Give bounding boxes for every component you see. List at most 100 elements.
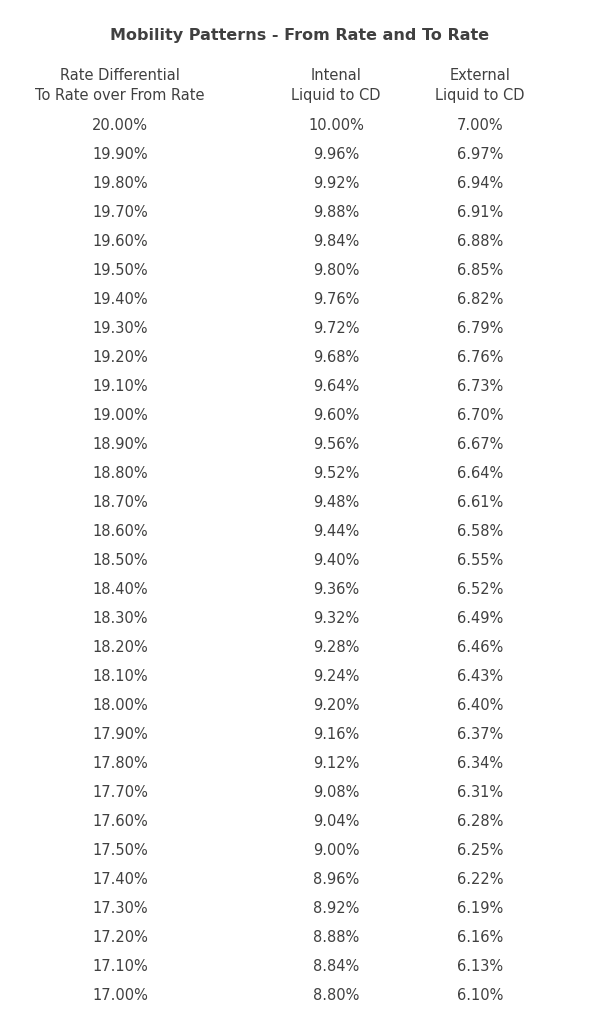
Text: 9.52%: 9.52% (313, 466, 359, 481)
Text: 6.88%: 6.88% (457, 234, 503, 249)
Text: 19.40%: 19.40% (92, 292, 148, 307)
Text: 6.49%: 6.49% (457, 611, 503, 626)
Text: 9.64%: 9.64% (313, 379, 359, 394)
Text: 9.48%: 9.48% (313, 495, 359, 510)
Text: 18.50%: 18.50% (92, 553, 148, 568)
Text: 9.76%: 9.76% (313, 292, 359, 307)
Text: 18.20%: 18.20% (92, 640, 148, 655)
Text: 17.30%: 17.30% (92, 901, 148, 916)
Text: 6.40%: 6.40% (457, 698, 503, 713)
Text: 6.25%: 6.25% (457, 843, 503, 858)
Text: Liquid to CD: Liquid to CD (291, 88, 381, 103)
Text: 6.85%: 6.85% (457, 263, 503, 278)
Text: 18.60%: 18.60% (92, 524, 148, 539)
Text: 9.20%: 9.20% (313, 698, 359, 713)
Text: 6.55%: 6.55% (457, 553, 503, 568)
Text: 6.22%: 6.22% (457, 872, 503, 887)
Text: 17.50%: 17.50% (92, 843, 148, 858)
Text: 9.68%: 9.68% (313, 350, 359, 365)
Text: 6.28%: 6.28% (457, 814, 503, 829)
Text: 6.97%: 6.97% (457, 147, 503, 162)
Text: 6.10%: 6.10% (457, 988, 503, 1002)
Text: 6.52%: 6.52% (457, 582, 503, 597)
Text: 19.60%: 19.60% (92, 234, 148, 249)
Text: 18.40%: 18.40% (92, 582, 148, 597)
Text: 17.20%: 17.20% (92, 930, 148, 945)
Text: To Rate over From Rate: To Rate over From Rate (35, 88, 205, 103)
Text: 17.00%: 17.00% (92, 988, 148, 1002)
Text: 6.79%: 6.79% (457, 321, 503, 336)
Text: 9.44%: 9.44% (313, 524, 359, 539)
Text: 6.64%: 6.64% (457, 466, 503, 481)
Text: 8.96%: 8.96% (313, 872, 359, 887)
Text: 10.00%: 10.00% (308, 118, 364, 133)
Text: 17.60%: 17.60% (92, 814, 148, 829)
Text: 18.10%: 18.10% (92, 669, 148, 684)
Text: External: External (449, 68, 511, 83)
Text: 9.32%: 9.32% (313, 611, 359, 626)
Text: Mobility Patterns - From Rate and To Rate: Mobility Patterns - From Rate and To Rat… (110, 28, 490, 43)
Text: Rate Differential: Rate Differential (60, 68, 180, 83)
Text: 19.90%: 19.90% (92, 147, 148, 162)
Text: 18.00%: 18.00% (92, 698, 148, 713)
Text: 8.88%: 8.88% (313, 930, 359, 945)
Text: 6.34%: 6.34% (457, 756, 503, 771)
Text: 9.88%: 9.88% (313, 205, 359, 220)
Text: 9.04%: 9.04% (313, 814, 359, 829)
Text: 18.30%: 18.30% (92, 611, 148, 626)
Text: 9.96%: 9.96% (313, 147, 359, 162)
Text: 6.16%: 6.16% (457, 930, 503, 945)
Text: 9.84%: 9.84% (313, 234, 359, 249)
Text: 6.13%: 6.13% (457, 959, 503, 974)
Text: 8.92%: 8.92% (313, 901, 359, 916)
Text: 17.40%: 17.40% (92, 872, 148, 887)
Text: 7.00%: 7.00% (457, 118, 503, 133)
Text: 9.28%: 9.28% (313, 640, 359, 655)
Text: 8.84%: 8.84% (313, 959, 359, 974)
Text: 18.90%: 18.90% (92, 437, 148, 452)
Text: 6.76%: 6.76% (457, 350, 503, 365)
Text: 6.82%: 6.82% (457, 292, 503, 307)
Text: 19.50%: 19.50% (92, 263, 148, 278)
Text: Liquid to CD: Liquid to CD (435, 88, 525, 103)
Text: 6.91%: 6.91% (457, 205, 503, 220)
Text: 9.40%: 9.40% (313, 553, 359, 568)
Text: 6.19%: 6.19% (457, 901, 503, 916)
Text: 20.00%: 20.00% (92, 118, 148, 133)
Text: 19.30%: 19.30% (92, 321, 148, 336)
Text: 9.80%: 9.80% (313, 263, 359, 278)
Text: 6.94%: 6.94% (457, 176, 503, 191)
Text: 17.80%: 17.80% (92, 756, 148, 771)
Text: 9.24%: 9.24% (313, 669, 359, 684)
Text: 19.10%: 19.10% (92, 379, 148, 394)
Text: 6.67%: 6.67% (457, 437, 503, 452)
Text: 8.80%: 8.80% (313, 988, 359, 1002)
Text: 9.56%: 9.56% (313, 437, 359, 452)
Text: 9.36%: 9.36% (313, 582, 359, 597)
Text: 9.92%: 9.92% (313, 176, 359, 191)
Text: 9.60%: 9.60% (313, 408, 359, 423)
Text: 6.46%: 6.46% (457, 640, 503, 655)
Text: Intenal: Intenal (311, 68, 361, 83)
Text: 19.70%: 19.70% (92, 205, 148, 220)
Text: 17.90%: 17.90% (92, 727, 148, 742)
Text: 9.00%: 9.00% (313, 843, 359, 858)
Text: 17.70%: 17.70% (92, 785, 148, 800)
Text: 6.61%: 6.61% (457, 495, 503, 510)
Text: 6.73%: 6.73% (457, 379, 503, 394)
Text: 9.08%: 9.08% (313, 785, 359, 800)
Text: 6.31%: 6.31% (457, 785, 503, 800)
Text: 18.80%: 18.80% (92, 466, 148, 481)
Text: 19.20%: 19.20% (92, 350, 148, 365)
Text: 9.16%: 9.16% (313, 727, 359, 742)
Text: 9.72%: 9.72% (313, 321, 359, 336)
Text: 6.58%: 6.58% (457, 524, 503, 539)
Text: 17.10%: 17.10% (92, 959, 148, 974)
Text: 9.12%: 9.12% (313, 756, 359, 771)
Text: 6.37%: 6.37% (457, 727, 503, 742)
Text: 19.00%: 19.00% (92, 408, 148, 423)
Text: 18.70%: 18.70% (92, 495, 148, 510)
Text: 6.70%: 6.70% (457, 408, 503, 423)
Text: 6.43%: 6.43% (457, 669, 503, 684)
Text: 19.80%: 19.80% (92, 176, 148, 191)
